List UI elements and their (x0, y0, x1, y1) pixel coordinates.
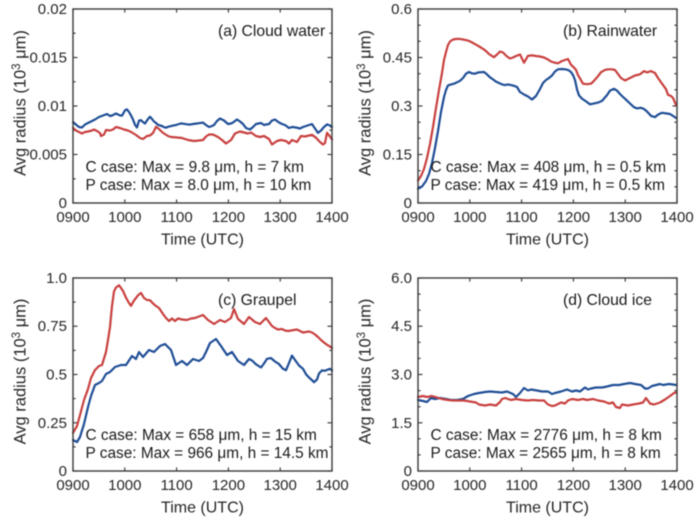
svg-text:(c) Graupel: (c) Graupel (218, 292, 296, 309)
svg-text:1100: 1100 (505, 209, 537, 226)
svg-text:0: 0 (59, 463, 67, 480)
svg-text:Time (UTC): Time (UTC) (161, 232, 244, 249)
svg-text:(b) Rainwater: (b) Rainwater (563, 23, 657, 40)
svg-text:P case: Max = 419 μm, h = 0.5: P case: Max = 419 μm, h = 0.5 km (431, 177, 665, 194)
svg-text:Avg radius (103 μm): Avg radius (103 μm) (356, 30, 375, 176)
svg-text:1400: 1400 (315, 477, 348, 494)
svg-text:0: 0 (59, 195, 67, 212)
svg-text:3.0: 3.0 (391, 367, 412, 384)
svg-text:0.02: 0.02 (38, 1, 67, 18)
svg-text:0.75: 0.75 (38, 318, 67, 335)
svg-text:P case: Max = 966 μm, h = 14.5: P case: Max = 966 μm, h = 14.5 km (86, 445, 329, 462)
svg-text:0900: 0900 (401, 209, 434, 226)
svg-text:0900: 0900 (56, 209, 89, 226)
svg-text:1.5: 1.5 (391, 415, 412, 432)
svg-text:0.15: 0.15 (383, 147, 412, 164)
svg-text:(a) Cloud water: (a) Cloud water (218, 23, 325, 40)
svg-text:0.3: 0.3 (391, 98, 412, 115)
svg-text:Time (UTC): Time (UTC) (506, 500, 589, 517)
svg-text:C case: Max = 2776 μm, h = 8 k: C case: Max = 2776 μm, h = 8 km (431, 427, 662, 444)
svg-text:0.005: 0.005 (29, 147, 67, 164)
svg-text:1000: 1000 (108, 209, 141, 226)
svg-text:1.0: 1.0 (46, 270, 67, 287)
svg-text:4.5: 4.5 (391, 318, 412, 335)
svg-text:0: 0 (404, 195, 412, 212)
svg-text:1000: 1000 (453, 477, 486, 494)
svg-text:0.015: 0.015 (29, 50, 67, 67)
svg-text:1400: 1400 (660, 477, 693, 494)
svg-text:C case: Max = 658 μm, h = 15 k: C case: Max = 658 μm, h = 15 km (86, 427, 317, 444)
svg-text:1000: 1000 (108, 477, 141, 494)
svg-text:0.45: 0.45 (383, 50, 412, 67)
svg-text:1200: 1200 (557, 477, 590, 494)
svg-text:1300: 1300 (609, 209, 642, 226)
svg-text:Avg radius (103 μm): Avg radius (103 μm) (11, 30, 30, 176)
svg-text:0: 0 (404, 463, 412, 480)
svg-text:0.25: 0.25 (38, 415, 67, 432)
svg-text:1300: 1300 (264, 477, 297, 494)
svg-text:1400: 1400 (315, 209, 348, 226)
svg-text:Time (UTC): Time (UTC) (161, 500, 244, 517)
svg-text:0.6: 0.6 (391, 1, 412, 18)
svg-text:1100: 1100 (160, 477, 192, 494)
svg-text:1100: 1100 (160, 209, 192, 226)
svg-text:1200: 1200 (212, 477, 245, 494)
svg-text:C case: Max = 408 μm, h = 0.5: C case: Max = 408 μm, h = 0.5 km (431, 159, 667, 176)
svg-text:6.0: 6.0 (391, 270, 412, 287)
svg-text:(d) Cloud ice: (d) Cloud ice (563, 292, 652, 309)
svg-text:C case: Max = 9.8 μm, h = 7 km: C case: Max = 9.8 μm, h = 7 km (86, 159, 304, 176)
svg-text:1200: 1200 (212, 209, 245, 226)
svg-text:1300: 1300 (264, 209, 297, 226)
svg-text:1300: 1300 (609, 477, 642, 494)
svg-text:1100: 1100 (505, 477, 537, 494)
svg-text:P case: Max = 2565 μm, h = 8 k: P case: Max = 2565 μm, h = 8 km (431, 445, 661, 462)
svg-text:P case: Max = 8.0 μm, h = 10 k: P case: Max = 8.0 μm, h = 10 km (86, 177, 312, 194)
svg-text:1200: 1200 (557, 209, 590, 226)
svg-text:0900: 0900 (401, 477, 434, 494)
svg-text:1400: 1400 (660, 209, 693, 226)
svg-text:0.01: 0.01 (38, 98, 67, 115)
svg-text:Avg radius (103 μm): Avg radius (103 μm) (11, 299, 30, 445)
svg-text:Avg radius (103 μm): Avg radius (103 μm) (356, 299, 375, 445)
svg-text:0.5: 0.5 (46, 367, 67, 384)
svg-text:1000: 1000 (453, 209, 486, 226)
svg-text:0900: 0900 (56, 477, 89, 494)
svg-text:Time (UTC): Time (UTC) (506, 232, 589, 249)
